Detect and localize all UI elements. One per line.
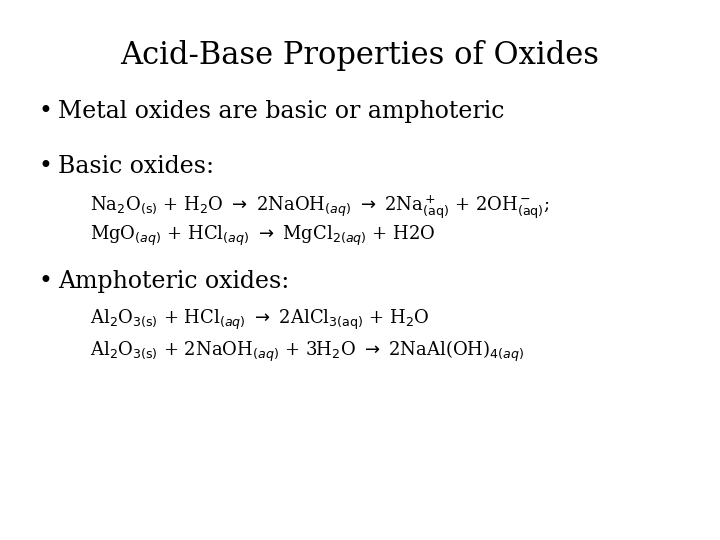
Text: Al$_2$O$_{3\mathsf{(s)}}$ + 2NaOH$_{\mathit{(aq)}}$ + 3H$_2$O $\rightarrow$ 2NaA: Al$_2$O$_{3\mathsf{(s)}}$ + 2NaOH$_{\mat…	[90, 339, 524, 364]
Text: Metal oxides are basic or amphoteric: Metal oxides are basic or amphoteric	[58, 100, 505, 123]
Text: Acid-Base Properties of Oxides: Acid-Base Properties of Oxides	[120, 40, 600, 71]
Text: Basic oxides:: Basic oxides:	[58, 155, 214, 178]
Text: Na$_2$O$_{\mathsf{(s)}}$ + H$_2$O $\rightarrow$ 2NaOH$_{\mathit{(aq)}}$ $\righta: Na$_2$O$_{\mathsf{(s)}}$ + H$_2$O $\righ…	[90, 193, 549, 220]
Text: MgO$_{\mathit{(aq)}}$ + HCl$_{\mathit{(aq)}}$ $\rightarrow$ MgCl$_{2\mathit{(aq): MgO$_{\mathit{(aq)}}$ + HCl$_{\mathit{(a…	[90, 224, 436, 248]
Text: •: •	[38, 270, 52, 293]
Text: Al$_2$O$_{3\mathsf{(s)}}$ + HCl$_{\mathit{(aq)}}$ $\rightarrow$ 2AlCl$_{3\mathsf: Al$_2$O$_{3\mathsf{(s)}}$ + HCl$_{\mathi…	[90, 308, 430, 332]
Text: •: •	[38, 100, 52, 123]
Text: •: •	[38, 155, 52, 178]
Text: Amphoteric oxides:: Amphoteric oxides:	[58, 270, 289, 293]
